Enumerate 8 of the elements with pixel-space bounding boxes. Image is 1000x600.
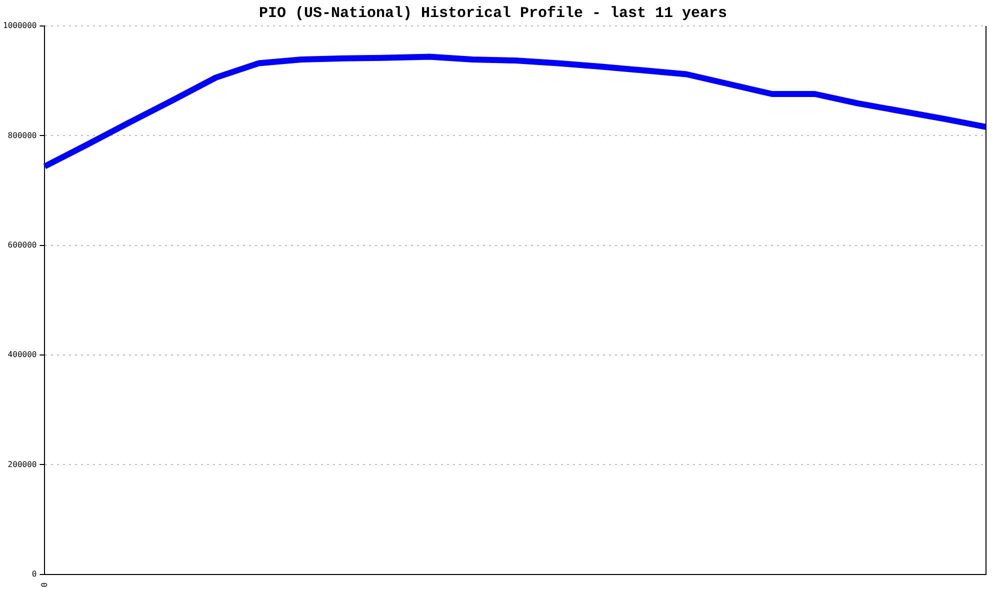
y-tick-label: 1000000	[2, 21, 37, 30]
y-tick-label: 800000	[8, 130, 37, 140]
chart-title: PIO (US-National) Historical Profile - last 11 years	[258, 4, 728, 22]
y-tick-label: 600000	[8, 240, 37, 250]
y-tick-label: 200000	[8, 460, 37, 469]
text: 0	[40, 582, 49, 588]
y-tick-label: 400000	[8, 350, 37, 360]
y-tick-label: 0	[32, 569, 37, 578]
